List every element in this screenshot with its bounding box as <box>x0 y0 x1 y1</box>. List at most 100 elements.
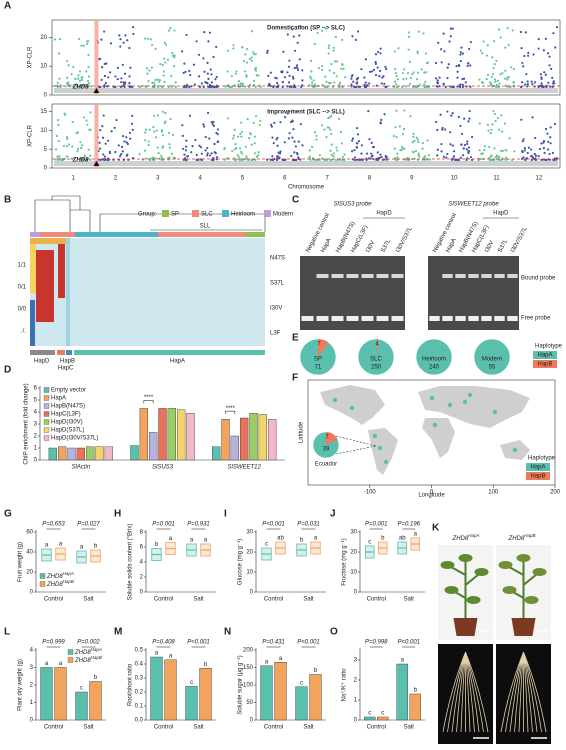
significance-letter: c <box>265 542 268 548</box>
y-tick-label: 6 <box>140 545 144 551</box>
snp-point <box>436 79 439 82</box>
snp-point <box>380 82 383 85</box>
leaf <box>532 568 547 576</box>
snp-point <box>154 47 157 50</box>
snp-point <box>56 119 60 122</box>
pot <box>453 618 478 636</box>
snp-point <box>120 81 123 84</box>
significance-letter: ab <box>277 536 284 542</box>
free-band <box>331 316 344 321</box>
haplotype-bar <box>66 350 72 355</box>
pie-hapb <box>318 339 329 357</box>
snp-point <box>370 155 373 158</box>
bar <box>396 663 408 721</box>
snp-point <box>155 129 158 132</box>
series-allele: HapB <box>91 655 102 660</box>
snp-point <box>206 146 209 150</box>
snp-point <box>425 61 429 65</box>
snp-point <box>435 120 438 124</box>
leaf <box>474 568 489 576</box>
snp-point <box>418 155 421 158</box>
snp-point <box>329 158 332 162</box>
snp-point <box>257 154 260 157</box>
p-value: P=0.001 <box>365 522 388 528</box>
gene-marker <box>93 88 100 93</box>
legend-swatch <box>67 657 74 663</box>
snp-point <box>206 61 209 65</box>
snp-point <box>232 47 235 50</box>
snp-point <box>520 118 523 121</box>
inset-pie-hapb <box>326 432 338 445</box>
legend-label: HapB <box>530 474 545 480</box>
snp-point <box>70 73 73 76</box>
snp-point <box>402 127 406 131</box>
bar <box>75 691 88 721</box>
p-value: P=0.999 <box>42 640 65 646</box>
snp-point <box>451 112 454 115</box>
p-value: P=0.931 <box>187 522 210 528</box>
series-name: ZHD8 <box>46 574 63 580</box>
snp-point <box>343 158 346 162</box>
bar <box>268 419 277 461</box>
y-tick-label: 0 <box>30 718 34 724</box>
legend-swatch <box>43 387 50 393</box>
y-tick-label: 30 <box>350 530 357 536</box>
x-tick-label: Control <box>44 725 63 731</box>
snp-point <box>114 150 117 154</box>
snp-point <box>401 71 405 75</box>
snp-point <box>323 128 326 131</box>
snp-point <box>512 68 515 71</box>
snp-point <box>350 77 353 80</box>
group-bar <box>30 232 40 237</box>
snp-point <box>153 85 156 89</box>
snp-point <box>494 80 497 83</box>
snp-point <box>173 56 176 59</box>
legend-label: Heirloom <box>231 212 255 218</box>
snp-point <box>255 69 258 72</box>
snp-point <box>240 82 243 85</box>
snp-point <box>76 77 80 80</box>
snp-point <box>401 85 404 89</box>
snp-point <box>335 75 338 78</box>
snp-point <box>504 69 507 72</box>
snp-point <box>328 69 331 72</box>
snp-point <box>326 126 329 129</box>
snp-points <box>54 109 559 166</box>
snp-point <box>110 130 113 133</box>
series-name: ZHD8 <box>74 658 91 664</box>
snp-point <box>56 85 59 89</box>
p-value: P<0.001 <box>187 640 210 646</box>
snp-point <box>213 142 216 146</box>
snp-point <box>459 53 462 56</box>
snp-point <box>288 59 291 62</box>
snp-point <box>86 123 89 126</box>
snp-point <box>252 121 255 125</box>
snp-point <box>188 114 192 117</box>
snp-point <box>295 64 299 67</box>
y-tick-label: 60 <box>26 530 33 536</box>
snp-point <box>85 70 88 73</box>
snp-point <box>101 125 104 128</box>
significance-letter: ab <box>399 536 406 542</box>
snp-point <box>200 152 203 155</box>
bound-band <box>316 274 329 278</box>
haplotype-bar <box>57 350 65 355</box>
accession-dot <box>512 447 518 453</box>
snp-point <box>276 144 279 147</box>
snp-point <box>275 77 278 80</box>
snp-point <box>513 150 516 153</box>
snp-point <box>343 153 346 156</box>
snp-point <box>486 73 490 77</box>
snp-point <box>486 123 489 126</box>
snp-point <box>469 40 472 44</box>
snp-point <box>271 136 274 139</box>
snp-point <box>184 149 188 152</box>
snp-point <box>236 135 240 138</box>
legend-swatch <box>43 435 50 441</box>
lane-label: I30V <box>365 240 376 254</box>
snp-point <box>239 147 242 150</box>
snp-point <box>449 131 452 134</box>
legend-label: HapA <box>51 396 66 402</box>
snp-point <box>309 59 313 62</box>
panel-letter: A <box>4 1 11 12</box>
